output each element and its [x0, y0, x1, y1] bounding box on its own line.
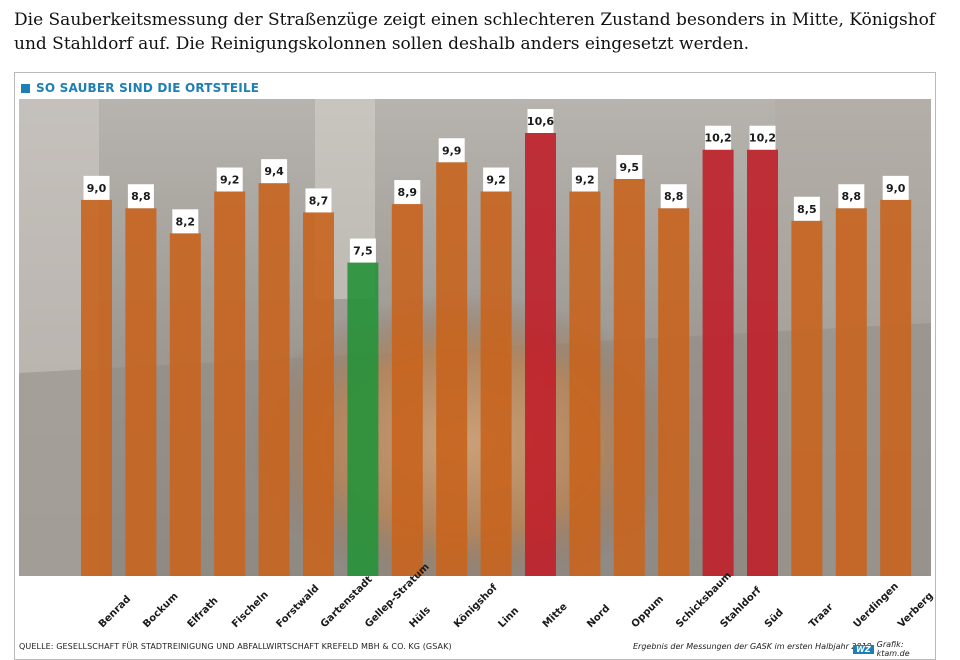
bar-fischeln [214, 191, 246, 576]
bar-schicksbaum [658, 208, 690, 576]
value-label-box [527, 109, 554, 133]
value-label: 8,9 [398, 186, 418, 199]
value-label-box [838, 184, 865, 209]
bar-gartenstadt [303, 212, 334, 577]
value-label-box [127, 184, 154, 209]
value-label: 9,0 [886, 182, 906, 195]
value-label: 9,2 [575, 174, 595, 187]
bar-gellep-stratum [347, 262, 379, 576]
bar-mitte [525, 133, 556, 576]
bar-uerdingen [835, 208, 867, 576]
bar-elfrath [169, 233, 201, 576]
label-band [19, 576, 931, 639]
value-label: 8,5 [797, 203, 817, 216]
bar-benrad [81, 199, 112, 576]
bar-chart: 9,0 8,8 8,2 9,2 9,4 8,7 7,5 8,9 9,9 9,2 10,6 9,2 9,5… [19, 99, 935, 639]
value-label-box [705, 125, 732, 150]
value-label-box [394, 180, 421, 205]
value-label-box [83, 175, 110, 200]
chart-title: SO SAUBER SIND DIE ORTSTEILE [36, 81, 260, 95]
value-label-box [571, 167, 598, 192]
value-label: 9,2 [220, 174, 240, 187]
value-label: 8,8 [842, 190, 862, 203]
square-icon [21, 83, 30, 93]
bar-forstwald [258, 183, 290, 576]
value-label-box [305, 188, 332, 213]
value-label: 8,8 [664, 190, 684, 203]
bar-verberg [880, 199, 912, 576]
value-label: 9,9 [442, 144, 462, 157]
value-label-box [793, 196, 820, 221]
source-note: QUELLE: GESELLSCHAFT FÜR STADTREINIGUNG … [19, 642, 452, 651]
value-label-box [616, 154, 643, 179]
bar-königshof [436, 162, 468, 577]
bar-oppum [613, 178, 645, 577]
value-label: 8,7 [309, 194, 329, 207]
value-label: 9,0 [87, 182, 107, 195]
value-label-box [483, 167, 510, 192]
bar-traar [791, 220, 823, 576]
value-label: 10,2 [749, 132, 776, 145]
value-label-box [749, 125, 776, 150]
credit: WZ Grafik: ktam.de [853, 640, 935, 658]
value-label: 8,2 [176, 215, 196, 228]
value-label: 9,2 [486, 174, 506, 187]
wz-logo: WZ [853, 644, 874, 654]
value-label-box [660, 184, 687, 209]
value-label-box [438, 138, 465, 163]
bar-hüls [391, 204, 423, 576]
value-label-box [216, 167, 243, 192]
value-label-box [349, 238, 376, 263]
value-label: 9,4 [264, 165, 284, 178]
graphic-credit: Grafik: ktam.de [876, 640, 910, 658]
value-label-box [261, 159, 288, 184]
value-label: 9,5 [620, 161, 640, 174]
bar-bockum [125, 208, 157, 576]
intro-text: Die Sauberkeitsmessung der Straßenzüge z… [14, 10, 936, 54]
value-label-box [882, 175, 909, 200]
chart-header: SO SAUBER SIND DIE ORTSTEILE [21, 79, 259, 97]
value-label: 10,2 [705, 132, 732, 145]
bar-stahldorf [702, 149, 734, 576]
value-label: 8,8 [131, 190, 151, 203]
measurement-note: Ergebnis der Messungen der GASK im erste… [633, 642, 872, 651]
bar-nord [569, 191, 601, 576]
bar-süd [747, 149, 778, 576]
bar-linn [480, 191, 512, 576]
value-label-box [172, 209, 199, 234]
chart-frame: 9,0 8,8 8,2 9,2 9,4 8,7 7,5 8,9 9,9 9,2 10,6 9,2 9,5… [14, 72, 936, 660]
value-label: 10,6 [527, 115, 554, 128]
value-label: 7,5 [353, 245, 373, 258]
